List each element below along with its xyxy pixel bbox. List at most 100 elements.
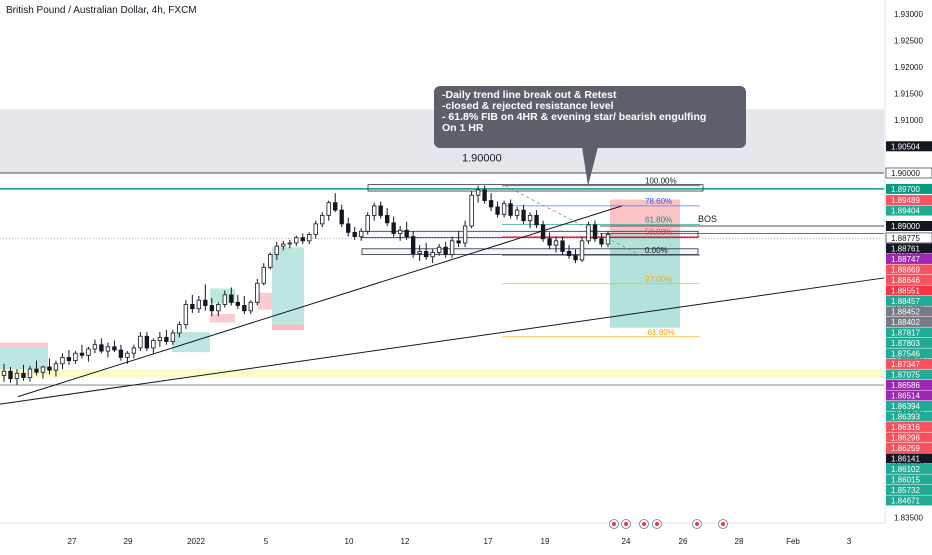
candle-body [92,344,98,350]
range-box-low [361,248,699,256]
y-tick-label: 1.91000 [894,116,923,125]
note-line-3: - 61.8% FIB on 4HR & evening star/ beari… [442,111,707,123]
price-tag [886,183,932,194]
supply-block-1 [0,342,48,347]
candle-body [488,200,494,208]
drawings-layer [0,205,885,405]
price-tag [886,306,932,317]
price-tag-text: 1.89700 [891,185,920,194]
price-tag-text: 1.86259 [891,444,920,453]
candle-body [553,240,559,246]
resistance-zone-lower [0,146,884,173]
x-tick-label: 3 [847,537,852,546]
price-tag-text: 1.87817 [891,328,920,337]
candle-body [281,243,286,247]
price-tag-text: 1.88761 [891,244,920,253]
candle-body [47,366,52,371]
candle-body [365,214,370,232]
price-tag [886,295,932,306]
candle-body [443,246,448,256]
candle-body [423,251,429,258]
candle-body [183,304,189,325]
price-tag-text: 1.87546 [891,349,920,358]
candle-body [573,255,578,261]
note-line-4: On 1 HR [442,122,484,134]
candle-body [248,301,253,312]
candle-body [274,245,279,256]
candle-body [190,304,195,310]
candle-body [157,336,163,341]
price-tag [886,484,932,495]
candle-body [118,349,124,358]
price-tag [885,232,932,244]
x-tick-label: 27 [68,537,77,546]
price-tag-text: 1.89404 [891,207,920,216]
event-flag-dot [695,522,699,526]
candle-body [242,305,247,312]
price-tag-text: 1.88646 [891,276,920,285]
y-tick-label: 1.92000 [894,63,923,72]
event-flag-dot [721,522,725,526]
candle-body [164,336,169,342]
candle-body [527,214,533,222]
candle-body [99,344,104,352]
price-tag-text: 1.87347 [891,360,920,369]
candle-body [586,224,591,242]
price-tag-text: 1.88747 [891,255,920,264]
price-tag [886,205,932,216]
fib-level-label: 27.00% [645,275,672,284]
x-tick-label: 12 [401,537,410,546]
candle-body [14,372,20,380]
candle-body [417,251,422,254]
candle-body [534,214,539,226]
candle-body [333,202,338,211]
candle-body [216,304,221,312]
price-tag-text: 1.89489 [891,196,920,205]
y-tick-label: 1.91500 [894,90,923,99]
x-tick-label: 24 [622,537,631,546]
candle-body [384,214,390,224]
candle-body [177,324,182,334]
candle-body [196,299,202,310]
candle-body [605,234,611,245]
price-tag [886,348,932,359]
x-tick-label: 17 [484,537,493,546]
price-tag [885,167,932,179]
fib-layer: 100.00% 78.60% 61.80% 50.00% 0.00% 27.00% -61.… [502,177,700,338]
candle-body [475,189,481,196]
price-tag [886,253,932,264]
event-flag-dot [655,522,659,526]
price-tag-text: 1.88452 [891,307,920,316]
price-tag-text: 1.86015 [891,475,920,484]
price-tag-text: 1.88402 [891,318,920,327]
candle-body [255,282,260,303]
candle-body [86,348,91,356]
price-tag [886,285,932,296]
x-tick-label: 19 [541,537,550,546]
x-tick-label: 26 [679,537,688,546]
candle-body [53,363,59,371]
event-flag-dot [624,522,628,526]
candle-body [79,352,85,356]
candle-body [1,370,7,376]
candle-body [170,332,176,342]
price-tag-text: 1.84671 [891,496,920,505]
trend-line-long [0,277,885,405]
x-tick-label: 28 [735,537,744,546]
candle-body [410,236,416,254]
analysis-note: -Daily trend line break out & Retest -cl… [434,86,746,148]
candle-body [547,238,552,246]
candle-body [307,234,312,242]
candle-body [482,189,487,201]
fib-level-label: 78.60% [645,197,672,206]
price-tag-text: 1.86316 [891,423,920,432]
price-tag [886,195,932,206]
supply-block-3 [210,313,235,323]
candle-body [469,194,474,227]
y-tick-label: 1.93000 [894,10,923,19]
candle-body [313,223,318,235]
candle-body [203,299,208,306]
candle-body [359,230,364,238]
candle-body [501,203,507,215]
